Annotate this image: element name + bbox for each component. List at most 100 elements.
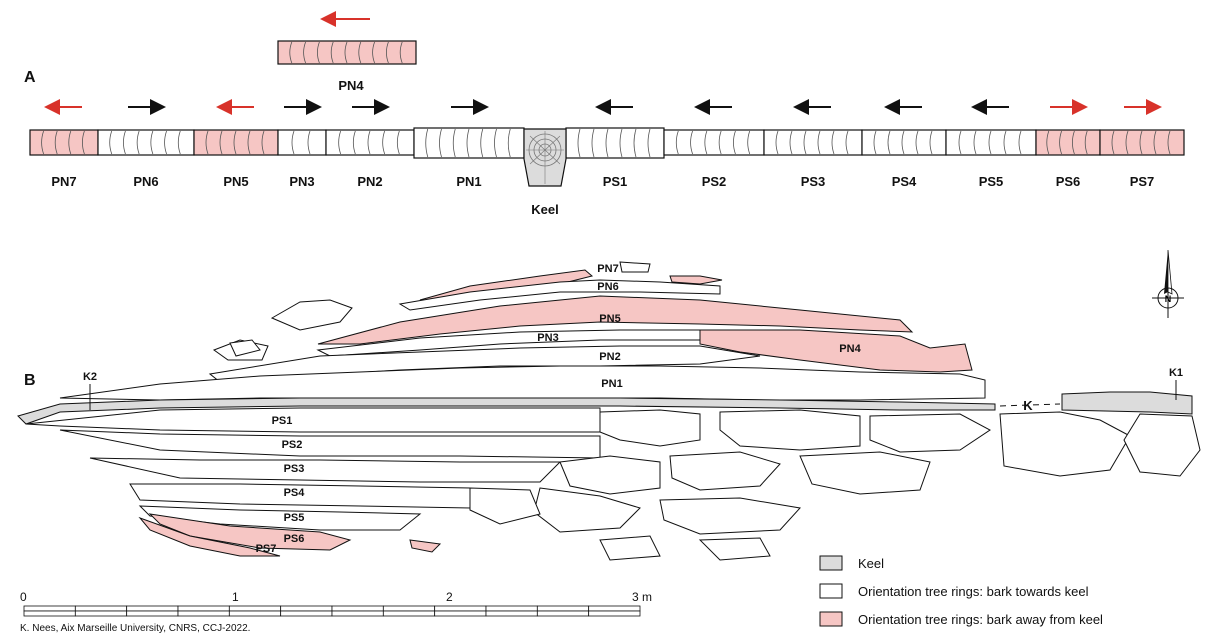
legend: Keel Orientation tree rings: bark toward…: [819, 555, 1103, 627]
plank-label: PS7: [1130, 174, 1155, 189]
legend-swatch-away: [819, 611, 843, 627]
plank-label: PS1: [603, 174, 628, 189]
strake-label-ps6: PS6: [284, 533, 305, 545]
scale-segment: [126, 610, 179, 617]
plank-label: PS2: [702, 174, 727, 189]
keel-label: Keel: [531, 202, 558, 217]
keel-section: Keel: [523, 128, 567, 217]
scale-segment: [485, 610, 538, 617]
plank-row: PN7 PN6 PN5 PN3 PN2 PN1 PS1 PS2 PS3 PS4 PS5 PS6 PS7: [29, 99, 1185, 189]
strake-label-ps7: PS7: [256, 543, 277, 555]
strake-ps7: [138, 516, 281, 557]
scale-segment: [331, 610, 384, 617]
scale-segment: [228, 605, 282, 612]
scale-segment: [382, 610, 436, 617]
credit-text: K. Nees, Aix Marseille University, CNRS,…: [20, 623, 250, 634]
scale-segment: [177, 610, 230, 617]
plank-ps4: PS4: [861, 99, 947, 189]
scale-segment: [23, 610, 76, 617]
scale-tick-3: 3 m: [632, 590, 652, 604]
plank-pn1: PN1: [413, 99, 525, 189]
legend-towards: Orientation tree rings: bark towards kee…: [858, 584, 1089, 599]
plank-label: PN7: [51, 174, 76, 189]
strake-pn4: [699, 329, 973, 373]
plank-label-pn4: PN4: [338, 78, 364, 93]
strake-pn5: [317, 295, 914, 345]
plank-label: PN2: [357, 174, 382, 189]
strake-ps6: [148, 513, 352, 551]
plank-pn4-rect: [277, 40, 417, 65]
plank-ps5: PS5: [945, 99, 1037, 189]
strake-label-pn7: PN7: [597, 263, 618, 275]
scale-segment: [485, 605, 538, 612]
plank-rect: [29, 129, 99, 156]
scale-segment: [177, 605, 230, 612]
plank-pn3: PN3: [277, 99, 327, 189]
plank-rect: [861, 129, 947, 156]
strake-ps2: [59, 429, 601, 459]
strake-label-pn6: PN6: [597, 281, 618, 293]
scale-segment: [588, 605, 641, 612]
plank-label: PS3: [801, 174, 826, 189]
plank-pn4-top: PN4: [277, 11, 417, 93]
north-arrow-icon: N: [1152, 249, 1184, 318]
scale-segment: [280, 610, 333, 617]
panel-a-label: A: [24, 69, 36, 86]
strake-label-pn3: PN3: [537, 332, 558, 344]
plank-pn5: PN5: [193, 99, 279, 189]
scale-tick-0: 0: [20, 590, 27, 604]
plank-label: PN3: [289, 174, 314, 189]
strake-label-pn4: PN4: [839, 343, 861, 355]
plank-pn7: PN7: [29, 99, 99, 189]
scale-tick-2: 2: [446, 590, 453, 604]
strake-label-ps5: PS5: [284, 512, 305, 524]
strake-label-ps1: PS1: [272, 415, 293, 427]
legend-keel: Keel: [858, 556, 884, 571]
strake-ps1: [25, 407, 601, 433]
scale-segment: [434, 610, 487, 617]
north-label: N: [1165, 294, 1172, 304]
strake-label-ps3: PS3: [284, 463, 305, 475]
strake-label-ps4: PS4: [284, 487, 306, 499]
hull-plan: PN7 PN6 PN5 PN3 PN2 PN4 PN1 PS1 PS2 PS3 …: [17, 249, 1201, 561]
legend-swatch-keel: [819, 555, 843, 571]
legend-away: Orientation tree rings: bark away from k…: [858, 612, 1103, 627]
plank-label: PS6: [1056, 174, 1081, 189]
plank-ps3: PS3: [763, 99, 863, 189]
scale-tick-1: 1: [232, 590, 239, 604]
plank-rect: [193, 129, 279, 156]
plank-pn2: PN2: [325, 99, 415, 189]
strake-pn1: [59, 365, 986, 401]
strake-pn6: [398, 279, 721, 311]
scale-segment: [74, 605, 128, 612]
plank-label: PN5: [223, 174, 248, 189]
strake-label-pn2: PN2: [599, 351, 620, 363]
plank-rect: [277, 129, 327, 156]
strake-ps3: [89, 457, 562, 483]
strake-label-ps2: PS2: [282, 439, 303, 451]
plank-rect: [413, 127, 525, 159]
scale-segment: [536, 610, 590, 617]
scale-segment: [434, 605, 487, 612]
scale-segment: [228, 610, 282, 617]
plank-ps6: PS6: [1035, 99, 1101, 189]
plank-rect: [945, 129, 1037, 156]
panel-b-label: B: [24, 372, 36, 389]
keel-band: [17, 397, 996, 425]
scale-segment: [280, 605, 333, 612]
plank-label: PS4: [892, 174, 917, 189]
plank-rect: [1099, 129, 1185, 156]
plank-rect: [1035, 129, 1101, 156]
plank-pn6: PN6: [97, 99, 195, 189]
plank-label: PS5: [979, 174, 1004, 189]
plank-label: PN6: [133, 174, 158, 189]
scale-segment: [74, 610, 128, 617]
plank-rect: [325, 129, 415, 156]
k2-label: K2: [83, 371, 97, 383]
keel-marker-label: K: [1023, 398, 1033, 413]
scale-segment: [536, 605, 590, 612]
plank-ps7: PS7: [1099, 99, 1185, 189]
scale-segment: [588, 610, 641, 617]
scale-bar: 0 1 2 3 m: [20, 590, 652, 617]
